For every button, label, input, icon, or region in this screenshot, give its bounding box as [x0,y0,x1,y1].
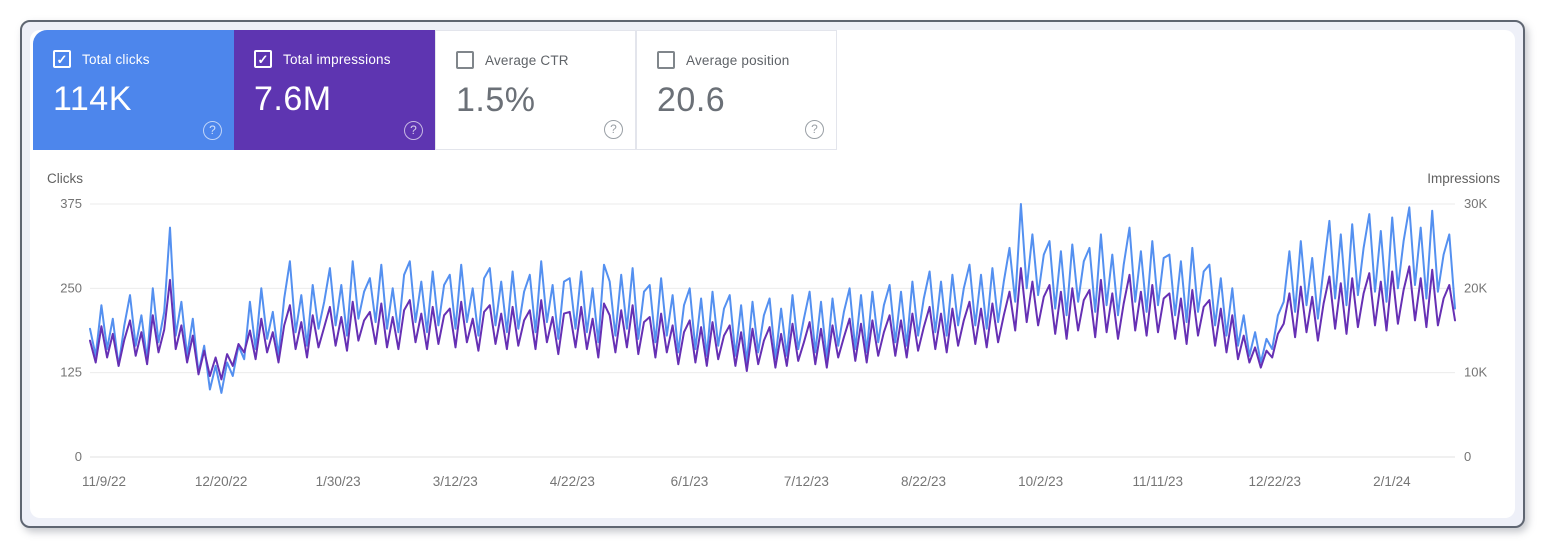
help-icon[interactable]: ? [604,120,623,139]
y-left-tick: 125 [60,365,82,380]
total-clicks-checkbox[interactable]: ✓ [53,50,71,68]
y-left-tick: 375 [60,196,82,211]
help-icon[interactable]: ? [805,120,824,139]
y-right-tick: 0 [1464,449,1471,464]
card-header: Average position [657,51,820,69]
total-impressions-checkbox[interactable]: ✓ [254,50,272,68]
help-icon[interactable]: ? [203,121,222,140]
x-axis-tick: 12/20/22 [195,474,248,489]
y-right-axis-title: Impressions [1427,171,1500,186]
card-header: ✓ Total clicks [53,50,218,68]
y-right-tick: 20K [1464,280,1487,295]
y-right-tick: 10K [1464,365,1487,380]
check-icon: ✓ [56,51,68,67]
metric-card-total-impressions[interactable]: ✓ Total impressions 7.6M ? [234,30,435,150]
metric-card-label: Total impressions [283,51,391,67]
x-axis-tick: 11/11/23 [1133,474,1184,489]
x-axis-tick: 3/12/23 [433,474,478,489]
y-left-tick: 250 [60,280,82,295]
metric-cards-row: ✓ Total clicks 114K ? ✓ Total impression… [33,30,837,150]
average-ctr-checkbox[interactable] [456,51,474,69]
metric-card-average-ctr[interactable]: Average CTR 1.5% ? [435,30,636,150]
impressions-line[interactable] [89,265,1456,381]
x-axis-tick: 8/22/23 [901,474,946,489]
clicks-line[interactable] [89,203,1456,394]
y-left-axis-title: Clicks [47,171,83,186]
metric-value: 1.5% [456,81,536,119]
metric-card-total-clicks[interactable]: ✓ Total clicks 114K ? [33,30,234,150]
help-icon[interactable]: ? [404,121,423,140]
x-axis-tick: 11/9/22 [82,474,126,489]
x-axis-tick: 7/12/23 [784,474,829,489]
metric-value: 20.6 [657,81,726,119]
performance-chart[interactable]: 0 0 125 10K 250 20K 375 30K Clicks Impressions 11/… [30,170,1515,506]
metric-card-average-position[interactable]: Average position 20.6 ? [636,30,837,150]
y-left-tick: 0 [75,449,82,464]
metric-card-label: Average CTR [485,52,569,68]
performance-card: ✓ Total clicks 114K ? ✓ Total impression… [30,30,1515,518]
metric-value: 114K [53,80,132,118]
average-position-checkbox[interactable] [657,51,675,69]
card-header: ✓ Total impressions [254,50,419,68]
card-header: Average CTR [456,51,619,69]
metric-value: 7.6M [254,80,332,118]
x-axis-tick: 10/2/23 [1018,474,1063,489]
metric-card-label: Average position [686,52,790,68]
x-axis-tick: 6/1/23 [671,474,709,489]
chart-area: 0 0 125 10K 250 20K 375 30K Clicks Impressions 11/… [30,170,1515,506]
x-axis-tick: 2/1/24 [1373,474,1411,489]
x-axis-tick: 12/22/23 [1248,474,1301,489]
check-icon: ✓ [257,51,269,67]
x-axis-tick: 4/22/23 [550,474,595,489]
x-axis-tick: 1/30/23 [316,474,361,489]
search-console-performance-panel: ✓ Total clicks 114K ? ✓ Total impression… [20,20,1525,528]
y-right-tick: 30K [1464,196,1487,211]
metric-card-label: Total clicks [82,51,150,67]
